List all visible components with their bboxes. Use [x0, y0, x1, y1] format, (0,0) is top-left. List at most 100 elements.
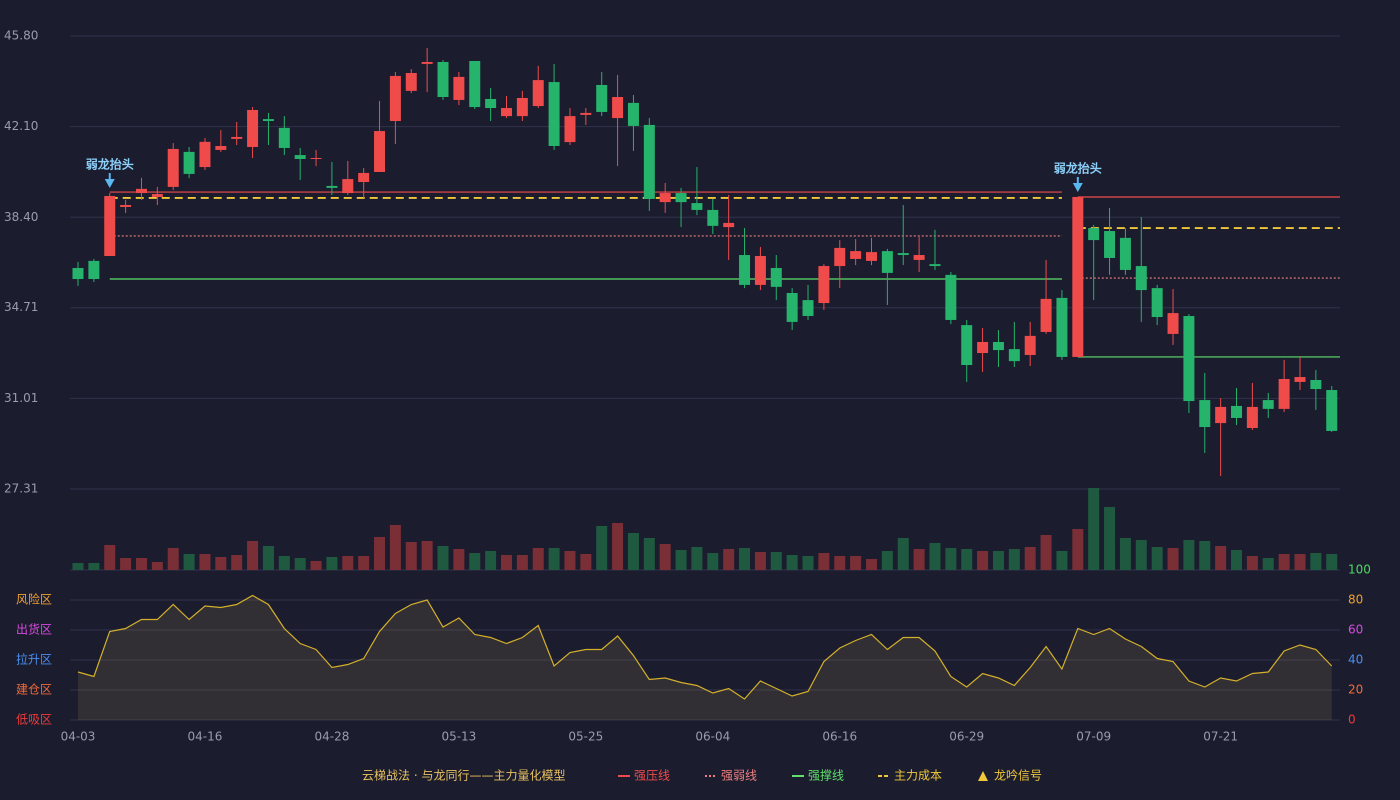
candle-body — [1072, 196, 1084, 357]
x-tick-label: 06-16 — [822, 730, 857, 744]
candle-body — [754, 256, 766, 285]
volume-bar — [1135, 540, 1147, 570]
volume-bar — [135, 558, 147, 570]
volume-bar — [945, 548, 957, 570]
candle-body — [215, 146, 227, 150]
x-tick-label: 05-13 — [441, 730, 476, 744]
volume-bar — [1310, 553, 1322, 570]
candle-body — [421, 61, 433, 64]
volume-bar — [834, 556, 846, 570]
volume-bar — [913, 549, 925, 570]
volume-bar — [1262, 558, 1274, 570]
signal-label: 弱龙抬头 — [86, 157, 134, 172]
volume-bar — [1246, 556, 1258, 570]
volume-bar — [88, 563, 100, 570]
candle-body — [866, 252, 877, 261]
candle-body — [564, 116, 576, 143]
candle-body — [992, 342, 1004, 351]
volume-bar — [278, 556, 290, 570]
y-tick-label: 27.31 — [4, 482, 38, 496]
x-tick-label: 06-29 — [949, 730, 984, 744]
volume-bar — [1008, 549, 1020, 570]
volume-bar — [770, 552, 782, 570]
volume-bar — [421, 541, 433, 570]
volume-bar — [1088, 488, 1100, 570]
zone-label: 低吸区 — [16, 713, 52, 727]
candle-body — [532, 80, 544, 107]
volume-bar — [1326, 554, 1338, 570]
candle-body — [1310, 379, 1322, 390]
candle-body — [1024, 335, 1036, 355]
x-tick-label: 04-03 — [61, 730, 96, 744]
volume-bar — [183, 554, 195, 570]
candle-body — [1215, 406, 1227, 424]
legend-label: 龙吟信号 — [994, 768, 1042, 783]
candle-body — [278, 127, 290, 148]
volume-bar — [1167, 548, 1179, 570]
candle-body — [374, 131, 386, 172]
candle-body — [643, 124, 655, 199]
volume-bar — [897, 538, 909, 570]
volume-bar — [1040, 535, 1052, 570]
candle-body — [247, 109, 259, 147]
candle-body — [961, 325, 973, 366]
osc-tick-label: 60 — [1348, 623, 1363, 637]
candle-body — [834, 247, 846, 267]
volume-bar — [358, 556, 370, 570]
volume-bar — [1056, 551, 1068, 570]
volume-bar — [929, 543, 941, 570]
candle-body — [405, 72, 417, 91]
candle-body — [929, 264, 941, 267]
candle-body — [818, 266, 830, 304]
volume-bar — [881, 551, 893, 570]
volume-bar — [850, 556, 862, 570]
volume-bar — [326, 557, 338, 570]
zone-label: 出货区 — [16, 622, 52, 637]
volume-bar — [1215, 546, 1227, 570]
volume-bar — [469, 553, 481, 570]
candle-body — [485, 98, 497, 109]
candle-body — [1294, 377, 1306, 382]
legend-label: 强撑线 — [808, 768, 844, 783]
legend-icon — [978, 771, 988, 781]
zone-label: 拉升区 — [16, 652, 52, 667]
candle-body — [516, 97, 528, 117]
volume-bar — [786, 555, 798, 570]
volume-bar — [643, 538, 655, 570]
volume-bar — [612, 523, 624, 570]
zone-label: 风险区 — [16, 592, 52, 607]
volume-bar — [389, 525, 401, 570]
osc-tick-label: 0 — [1348, 713, 1356, 727]
volume-bar — [707, 553, 719, 570]
candle-body — [548, 82, 560, 147]
candle-body — [1135, 266, 1147, 291]
osc-line — [77, 594, 1333, 700]
volume-bar — [723, 549, 735, 570]
candle-body — [358, 172, 370, 183]
candle-body — [659, 193, 671, 203]
volume-bar — [548, 548, 560, 570]
volume-bar — [818, 553, 830, 570]
volume-bar — [500, 555, 512, 570]
volume-bar — [564, 551, 576, 570]
volume-bar — [1119, 538, 1131, 570]
candle-body — [1040, 298, 1052, 332]
candle-body — [167, 148, 179, 187]
candle-body — [469, 60, 481, 108]
candle-body — [151, 194, 163, 197]
candle-body — [1262, 400, 1274, 409]
x-tick-label: 06-04 — [695, 730, 730, 744]
volume-bar — [437, 546, 449, 570]
candle-body — [1199, 400, 1211, 428]
candle-body — [786, 293, 798, 322]
candle-body — [1088, 228, 1100, 241]
volume-bar — [659, 544, 671, 570]
volume-bar — [1278, 554, 1290, 570]
signal-label: 弱龙抬头 — [1054, 160, 1102, 175]
candle-body — [326, 185, 338, 188]
volume-bar — [231, 555, 243, 570]
candle-body — [897, 253, 909, 256]
